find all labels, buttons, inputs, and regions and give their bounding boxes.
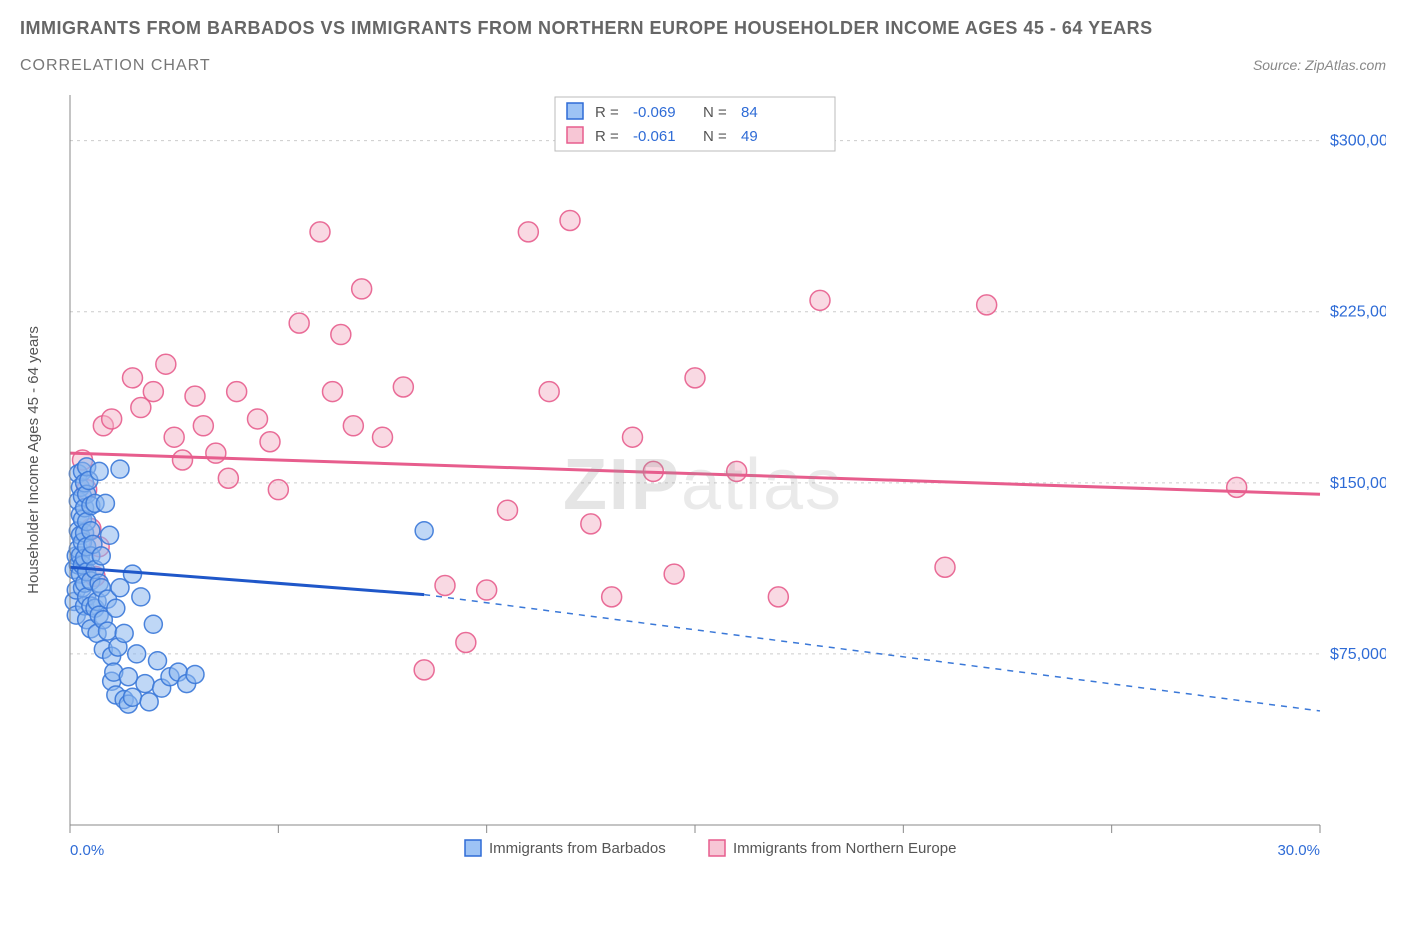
subtitle-row: CORRELATION CHART Source: ZipAtlas.com [20, 57, 1386, 75]
svg-text:$150,000: $150,000 [1330, 475, 1386, 492]
correlation-scatter-chart: 0.0% 30.0% $75,000 $150,000 $225,000 $300,000… [20, 85, 1386, 885]
svg-text:-0.069: -0.069 [633, 104, 676, 121]
svg-text:Householder Income Ages 45 - 6: Householder Income Ages 45 - 64 years [25, 326, 42, 594]
svg-text:$300,000: $300,000 [1330, 133, 1386, 150]
main-title: IMMIGRANTS FROM BARBADOS VS IMMIGRANTS F… [20, 18, 1386, 39]
source-name: ZipAtlas.com [1305, 57, 1386, 73]
svg-text:N =: N = [703, 104, 727, 121]
chart-container: 0.0% 30.0% $75,000 $150,000 $225,000 $300,000… [20, 85, 1386, 885]
svg-text:R =: R = [595, 128, 619, 145]
title-area: IMMIGRANTS FROM BARBADOS VS IMMIGRANTS F… [0, 0, 1406, 75]
source-prefix: Source: [1253, 57, 1305, 73]
svg-text:-0.061: -0.061 [633, 128, 676, 145]
svg-text:30.0%: 30.0% [1277, 842, 1320, 859]
svg-text:$225,000: $225,000 [1330, 304, 1386, 321]
subtitle: CORRELATION CHART [20, 57, 211, 75]
svg-text:N =: N = [703, 128, 727, 145]
svg-text:Immigrants from Barbados: Immigrants from Barbados [489, 840, 666, 857]
svg-text:R =: R = [595, 104, 619, 121]
svg-text:0.0%: 0.0% [70, 842, 104, 859]
svg-text:84: 84 [741, 104, 758, 121]
svg-text:Immigrants from Northern Europ: Immigrants from Northern Europe [733, 840, 956, 857]
svg-text:$75,000: $75,000 [1330, 646, 1386, 663]
svg-text:49: 49 [741, 128, 758, 145]
source-label: Source: ZipAtlas.com [1253, 57, 1386, 73]
